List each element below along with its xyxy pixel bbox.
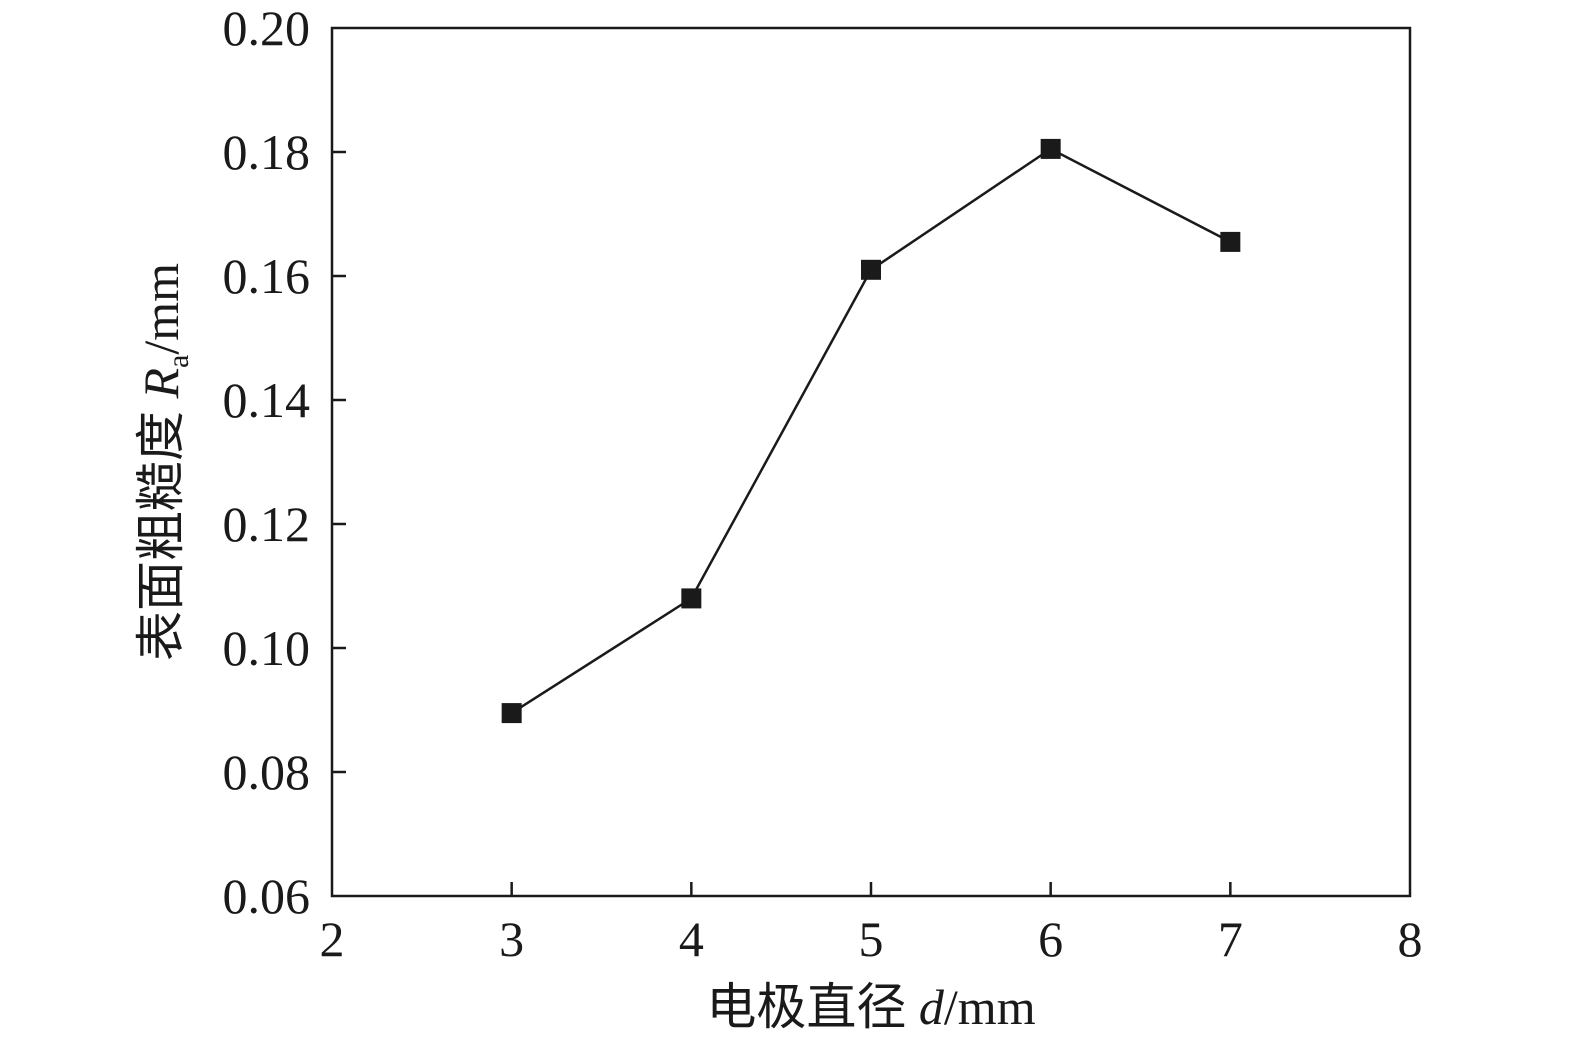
y-tick-label: 0.16 [223,248,311,304]
y-axis-tick-labels: 0.06 0.08 0.10 0.12 0.14 0.16 0.18 0.20 [223,0,311,924]
x-tick-label: 2 [320,911,345,967]
x-tick-label: 8 [1398,911,1423,967]
y-tick-label: 0.10 [223,620,311,676]
y-axis-title: 表面粗糙度 Ra/mm [133,263,195,661]
y-tick-label: 0.14 [223,372,311,428]
series-markers [501,138,1241,724]
x-axis-tick-labels: 2 3 4 5 6 7 8 [320,911,1423,967]
data-point [1220,231,1241,252]
x-tick-label: 7 [1218,911,1243,967]
x-tick-label: 4 [679,911,704,967]
data-point [1040,138,1061,159]
x-axis-ticks [510,882,1232,896]
data-point [681,588,702,609]
y-tick-label: 0.08 [223,744,311,800]
y-tick-label: 0.20 [223,0,311,56]
data-point [501,703,522,724]
x-axis-title: 电极直径 d/mm [706,979,1035,1035]
series-line [510,147,1231,715]
y-tick-label: 0.06 [223,868,311,924]
x-tick-label: 3 [499,911,524,967]
y-axis-ticks [332,150,346,774]
x-tick-label: 5 [859,911,884,967]
data-point [861,259,881,280]
y-tick-label: 0.18 [223,124,311,180]
x-tick-label: 6 [1038,911,1063,967]
y-tick-label: 0.12 [223,496,311,552]
plot-frame [330,26,1412,898]
